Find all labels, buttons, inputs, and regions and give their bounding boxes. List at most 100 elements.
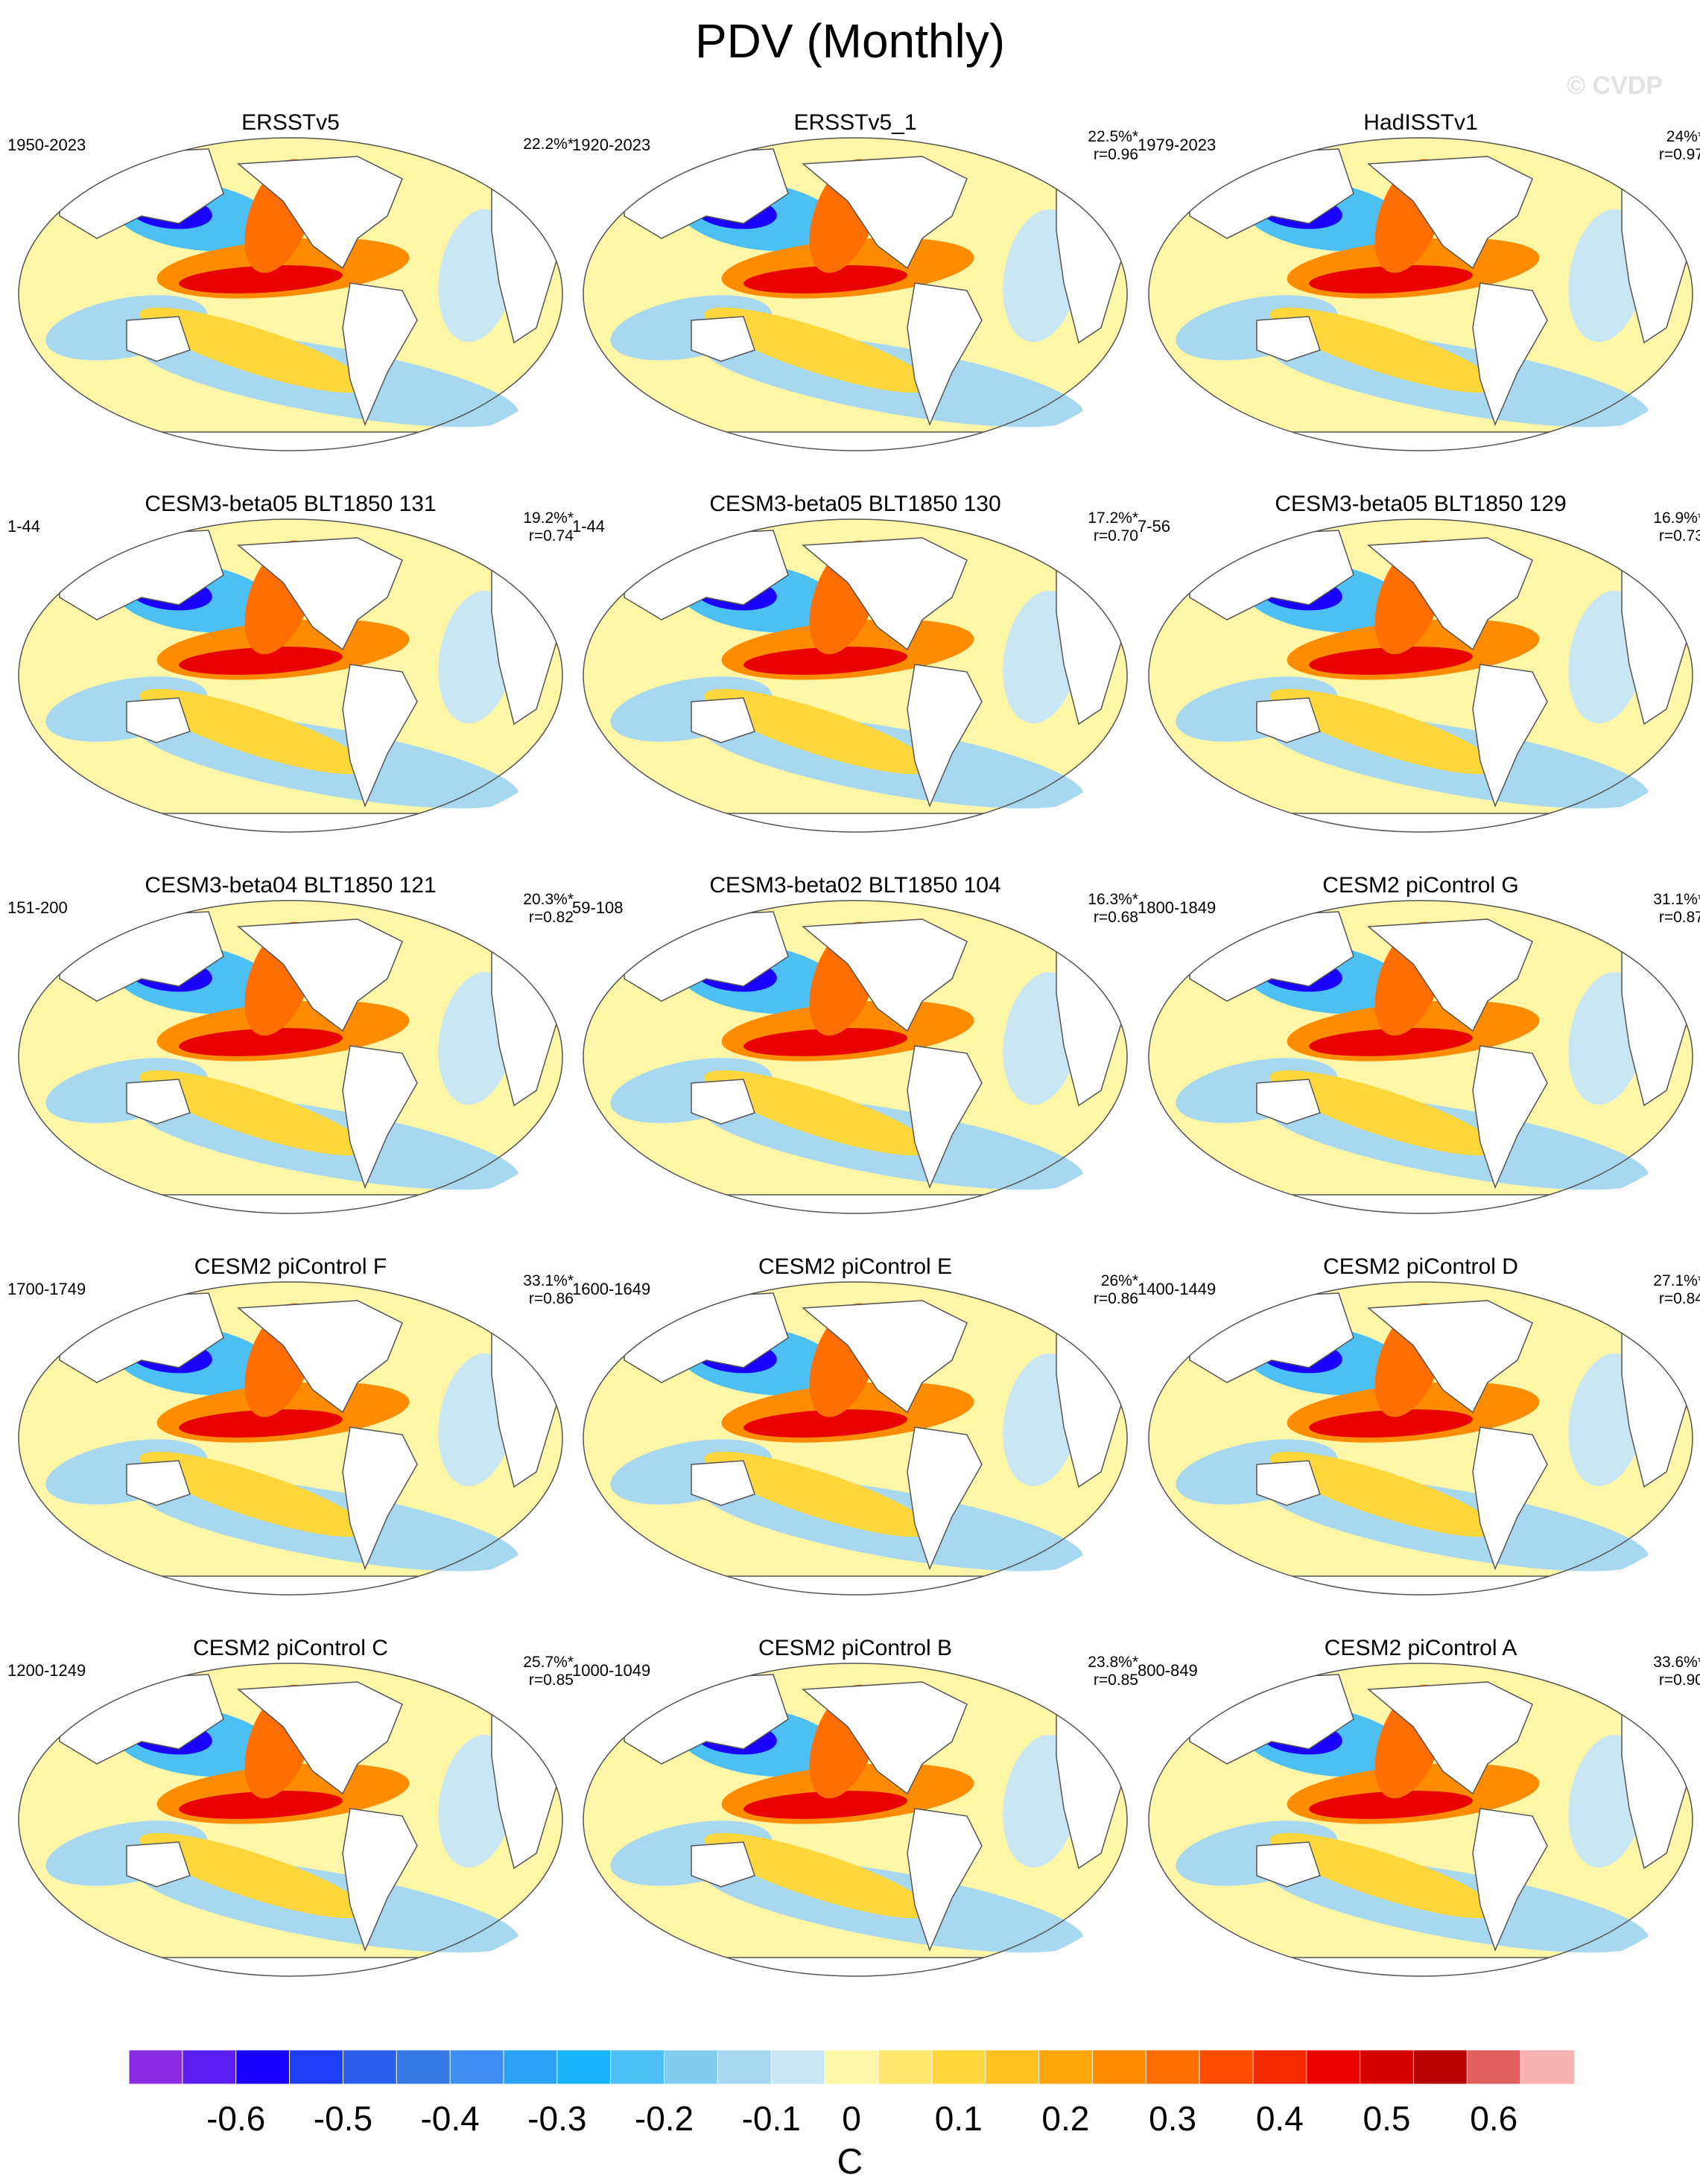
- map-panel: CESM2 piControl B 1000-1049 23.8%* r=0.85: [572, 1600, 1138, 1987]
- warm-anomaly-southern: [1269, 688, 1497, 775]
- colorbar-swatch: [1091, 2050, 1147, 2085]
- colorbar-tick-label: 0.1: [935, 2099, 983, 2138]
- panel-period: 1400-1449: [1138, 1280, 1217, 1298]
- colorbar-swatch: [1360, 2050, 1415, 2085]
- panel-period: 1-44: [7, 517, 41, 536]
- colorbar-swatch: [1520, 2050, 1574, 2085]
- map-panel: CESM3-beta04 BLT1850 121 151-200 20.3%* r=0…: [7, 837, 574, 1225]
- panel-variance-pct: 25.7%*: [523, 1654, 574, 1671]
- warm-anomaly-southern: [1269, 1070, 1497, 1156]
- warm-core-equatorial: [179, 1028, 343, 1056]
- colorbar-swatch: [664, 2050, 719, 2085]
- panel-variance-pct: 16.9%*: [1653, 510, 1700, 527]
- land-south-america: [1472, 282, 1548, 427]
- map-outline: [583, 1663, 1128, 1977]
- panel-period: 800-849: [1138, 1661, 1198, 1680]
- colorbar-swatch: [129, 2050, 183, 2085]
- sst-map: [583, 137, 1128, 451]
- map-panel: CESM2 piControl A 800-849 33.6%* r=0.90: [1138, 1600, 1700, 1987]
- land-north-america: [1367, 1681, 1533, 1795]
- land-south-america: [907, 664, 983, 808]
- panel-variance-pct: 33.6%*: [1653, 1654, 1700, 1671]
- colorbar-tick-label: -0.2: [635, 2099, 694, 2138]
- warm-core-equatorial: [1309, 647, 1473, 675]
- land-australia: [1256, 1079, 1321, 1125]
- panel-variance-pct: 17.2%*: [1088, 510, 1138, 527]
- panel-pattern-correlation: r=0.68: [1093, 909, 1138, 926]
- warm-core-equatorial: [743, 1028, 907, 1056]
- colorbar-swatch: [342, 2050, 398, 2085]
- colorbar-swatch: [503, 2050, 558, 2085]
- map-outline: [18, 900, 563, 1214]
- panel-period: 59-108: [572, 898, 624, 917]
- land-north-america: [1367, 1300, 1533, 1414]
- map-outline: [1148, 1663, 1693, 1977]
- land-australia: [126, 1460, 191, 1506]
- panel-title: HadISSTv1: [1363, 110, 1478, 135]
- map-outline: [583, 900, 1128, 1214]
- colorbar-tick-label: 0.6: [1470, 2099, 1517, 2138]
- colorbar-tick-label: -0.6: [206, 2099, 265, 2138]
- warm-core-equatorial: [1309, 1409, 1473, 1438]
- panel-variance-pct: 23.8%*: [1088, 1654, 1138, 1671]
- sst-map: [18, 900, 563, 1214]
- panel-title: CESM2 piControl D: [1323, 1254, 1518, 1279]
- colorbar-tick-label: 0.4: [1256, 2099, 1304, 2138]
- warm-core-equatorial: [743, 1409, 907, 1438]
- sst-map: [583, 900, 1128, 1214]
- sst-map: [1148, 137, 1693, 451]
- land-north-america: [802, 537, 968, 651]
- panel-pattern-correlation: r=0.86: [1093, 1290, 1138, 1307]
- panel-title: CESM3-beta05 BLT1850 131: [145, 492, 437, 516]
- colorbar-swatch: [556, 2050, 612, 2085]
- land-north-america: [237, 1681, 403, 1795]
- warm-core-equatorial: [179, 265, 343, 293]
- map-panel: CESM2 piControl E 1600-1649 26%* r=0.86: [572, 1219, 1138, 1606]
- land-north-america: [802, 1681, 968, 1795]
- panel-title: CESM2 piControl G: [1322, 873, 1519, 898]
- panel-period: 1000-1049: [572, 1661, 651, 1680]
- land-south-america: [342, 1808, 418, 1952]
- warm-anomaly-southern: [704, 307, 932, 393]
- sst-map: [18, 518, 563, 833]
- land-south-america: [907, 282, 983, 427]
- land-australia: [126, 1841, 191, 1888]
- warm-core-equatorial: [179, 1791, 343, 1819]
- map-outline: [18, 137, 563, 451]
- map-panel: CESM2 piControl C 1200-1249 25.7%* r=0.85: [7, 1600, 574, 1987]
- warm-anomaly-southern: [704, 1832, 932, 1919]
- map-outline: [1148, 137, 1693, 451]
- land-australia: [126, 316, 191, 362]
- land-north-america: [1367, 918, 1533, 1032]
- panel-period: 7-56: [1138, 517, 1171, 536]
- sst-map: [1148, 900, 1693, 1214]
- land-south-america: [907, 1426, 983, 1571]
- colorbar-swatch: [985, 2050, 1040, 2085]
- panel-title: CESM2 piControl B: [758, 1636, 953, 1660]
- colorbar-swatch: [1466, 2050, 1522, 2085]
- panel-period: 1800-1849: [1138, 898, 1217, 917]
- sst-map: [583, 518, 1128, 833]
- panel-pattern-correlation: r=0.70: [1093, 527, 1138, 545]
- panel-period: 151-200: [7, 898, 68, 917]
- colorbar: -0.6 -0.5 -0.4 -0.3 -0.2 -0.1 0 0.1 0.2 0.3 0.4 0.5…: [129, 2050, 1574, 2138]
- main-title: PDV (Monthly): [694, 14, 1006, 68]
- panel-pattern-correlation: r=0.82: [528, 909, 574, 926]
- colorbar-swatch: [1252, 2050, 1307, 2085]
- land-north-america: [802, 1300, 968, 1414]
- colorbar-swatch: [824, 2050, 879, 2085]
- map-outline: [1148, 1281, 1693, 1596]
- panel-variance-pct: 33.1%*: [523, 1272, 574, 1289]
- colorbar-swatch: [931, 2050, 986, 2085]
- warm-anomaly-southern: [139, 1832, 367, 1919]
- warm-core-equatorial: [743, 265, 907, 293]
- colorbar-tick-label: -0.1: [742, 2099, 801, 2138]
- land-north-america: [802, 918, 968, 1032]
- sst-map: [583, 1281, 1128, 1596]
- panel-variance-pct: 19.2%*: [523, 510, 574, 527]
- panel-pattern-correlation: r=0.87: [1658, 909, 1700, 926]
- panel-title: CESM2 piControl F: [194, 1254, 387, 1279]
- colorbar-swatch: [770, 2050, 826, 2085]
- panel-period: 1700-1749: [7, 1280, 86, 1298]
- panel-title: CESM3-beta05 BLT1850 129: [1275, 492, 1567, 516]
